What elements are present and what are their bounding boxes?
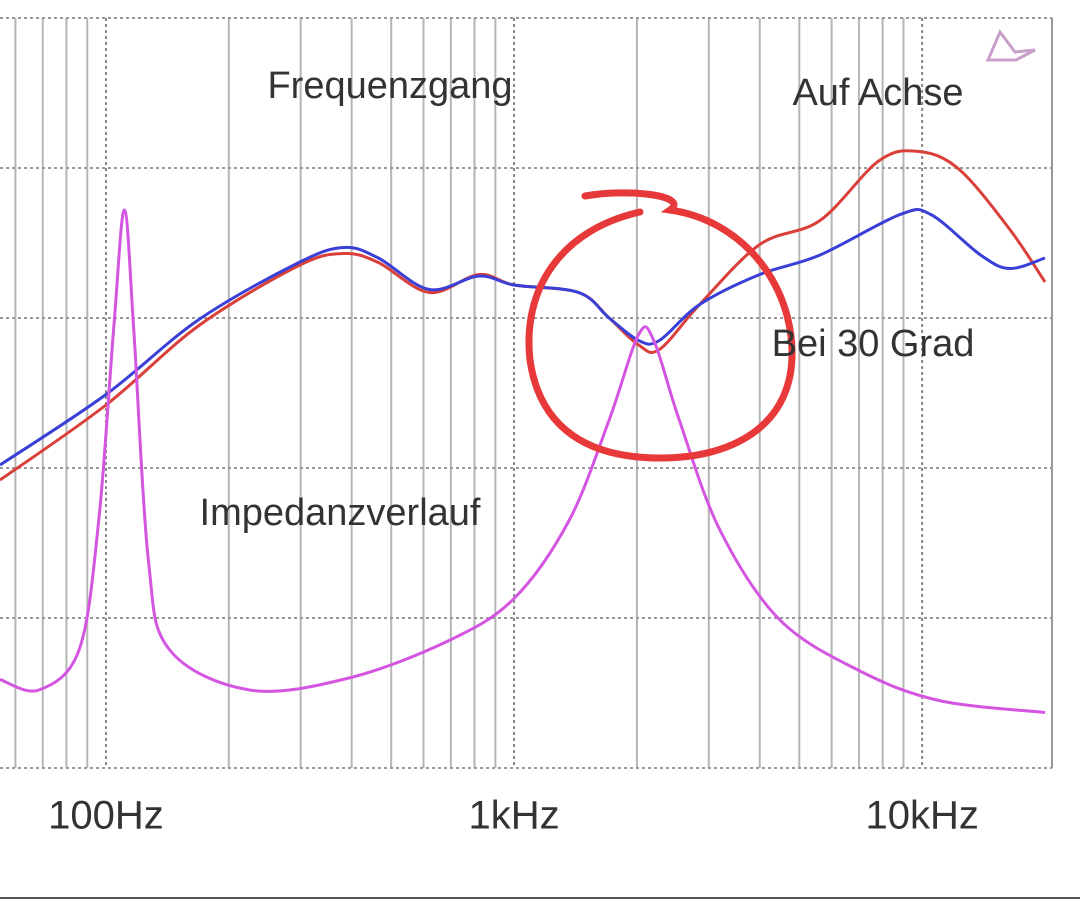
x-tick-label: 10kHz (865, 794, 978, 838)
series-label: Bei 30 Grad (772, 323, 975, 365)
series-line (0, 208, 1046, 714)
hand-drawn-circle (525, 189, 796, 462)
chart-title: Frequenzgang (267, 65, 512, 107)
plot-lines (0, 149, 1047, 714)
series-line (0, 207, 1046, 467)
annotation: Impedanzverlauf (200, 492, 481, 534)
x-tick-label: 1kHz (468, 794, 559, 838)
grid (0, 17, 1053, 769)
x-tick-label: 100Hz (48, 794, 164, 838)
corner-icon (985, 29, 1036, 62)
series-label: Auf Achse (792, 72, 963, 114)
